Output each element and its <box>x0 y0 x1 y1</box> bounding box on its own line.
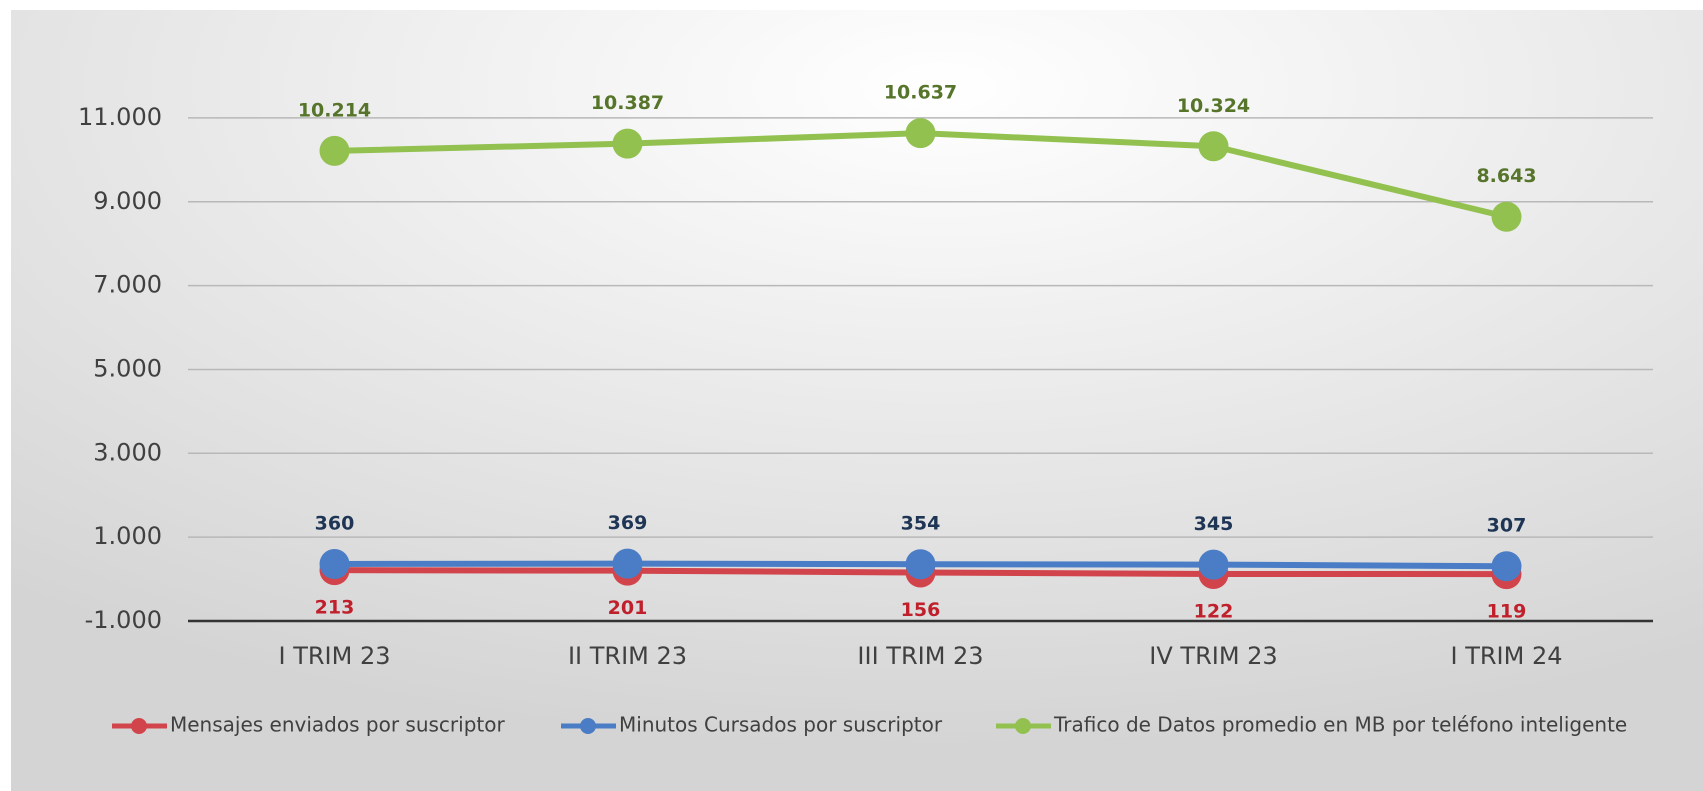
data-label: 360 <box>315 512 355 534</box>
x-tick-label: I TRIM 24 <box>1451 642 1563 670</box>
x-tick-label: II TRIM 23 <box>568 642 687 670</box>
data-label: 10.324 <box>1177 95 1250 117</box>
series-marker <box>905 118 936 149</box>
series-marker <box>319 548 350 579</box>
chart-background <box>11 10 1703 791</box>
data-label: 354 <box>901 513 941 535</box>
x-tick-label: III TRIM 23 <box>857 642 983 670</box>
data-label: 307 <box>1487 515 1527 537</box>
y-tick-label: 11.000 <box>78 103 162 131</box>
data-label: 119 <box>1487 601 1527 623</box>
y-tick-label: 1.000 <box>93 522 162 550</box>
legend-marker <box>131 718 147 734</box>
series-marker <box>612 128 643 159</box>
data-label: 8.643 <box>1476 165 1536 187</box>
data-label: 345 <box>1194 513 1234 535</box>
series-marker <box>1198 549 1229 580</box>
series-marker <box>319 135 350 166</box>
legend-label: Mensajes enviados por suscriptor <box>170 713 505 737</box>
data-label: 213 <box>315 597 355 619</box>
x-tick-label: I TRIM 23 <box>279 642 391 670</box>
y-tick-label: 9.000 <box>93 187 162 215</box>
data-label: 201 <box>608 597 648 619</box>
series-marker <box>1491 201 1522 232</box>
series-marker <box>905 549 936 580</box>
data-label: 156 <box>901 599 941 621</box>
data-label: 10.214 <box>298 99 371 121</box>
series-marker <box>1198 131 1229 162</box>
legend-marker <box>580 718 596 734</box>
data-label: 10.637 <box>884 82 957 104</box>
series-marker <box>1491 551 1522 582</box>
y-tick-label: -1.000 <box>85 606 162 634</box>
legend-label: Trafico de Datos promedio en MB por telé… <box>1053 713 1627 737</box>
y-tick-label: 5.000 <box>93 354 162 382</box>
legend-label: Minutos Cursados por suscriptor <box>619 713 943 737</box>
legend-marker <box>1015 718 1031 734</box>
series-marker <box>612 548 643 579</box>
y-tick-label: 3.000 <box>93 438 162 466</box>
data-label: 122 <box>1194 600 1234 622</box>
x-tick-label: IV TRIM 23 <box>1149 642 1277 670</box>
data-label: 369 <box>608 512 648 534</box>
data-label: 10.387 <box>591 92 664 114</box>
y-tick-label: 7.000 <box>93 271 162 299</box>
